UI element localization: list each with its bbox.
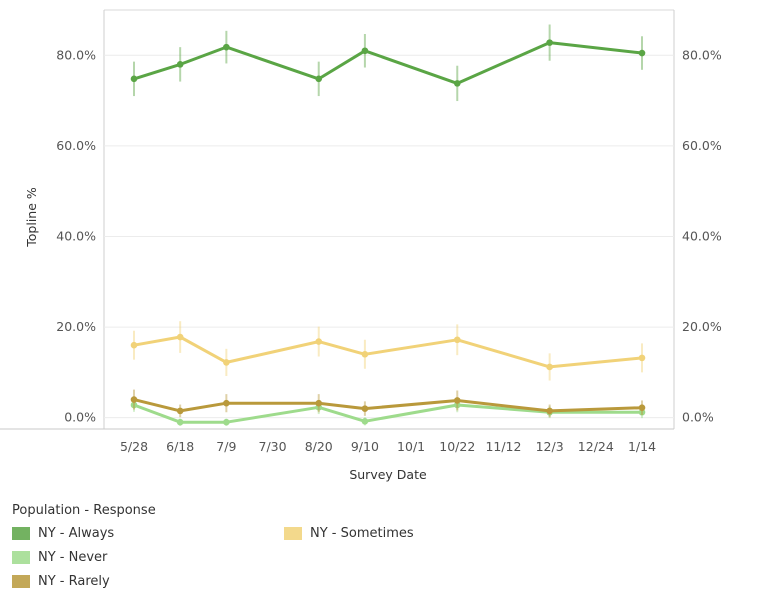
legend-label: NY - Rarely [38,573,110,589]
x-axis: 5/28 6/18 7/9 7/30 8/20 9/10 10/1 10/22 11/12 12/… [120,439,656,454]
x-tick-label: 7/9 [216,439,236,454]
y-tick-label-right: 60.0% [682,138,722,153]
data-point [453,397,461,404]
line-chart: 0.0% 20.0% 40.0% 60.0% 80.0% 0.0% 20.0% 40.0% 6… [0,9,722,482]
x-tick-label: 11/12 [485,439,521,454]
x-tick-label: 9/10 [351,439,379,454]
y-tick-label-right: 20.0% [682,319,722,334]
data-point [453,336,461,344]
data-point [130,396,138,403]
data-point [176,61,184,68]
x-axis-title: Survey Date [349,467,427,482]
data-point [130,75,138,83]
y-axis-right: 0.0% 20.0% 40.0% 60.0% 80.0% [682,47,722,424]
data-point [638,49,646,57]
plot-frame [0,9,675,430]
data-point [315,75,323,83]
legend-swatch [284,526,302,540]
series-layer [130,24,646,426]
data-point [546,363,553,371]
data-point [315,399,323,407]
x-tick-label: 12/3 [536,439,564,454]
series-line [133,403,642,424]
x-tick-label: 6/18 [166,439,194,454]
y-tick-label-left: 0.0% [64,410,96,425]
y-tick-label-right: 0.0% [682,410,714,425]
data-point [453,401,461,409]
data-point [361,47,369,55]
data-point [130,341,138,349]
legend-swatch [12,550,30,564]
series-line [133,398,643,413]
data-point [638,354,646,362]
data-point [130,401,138,409]
series-line [133,41,643,85]
legend-label: NY - Sometimes [310,525,414,541]
data-point [176,407,184,415]
legend-item-ny-rarely: NY - Rarely [12,571,110,591]
y-tick-label-right: 40.0% [682,228,722,243]
legend: Population - Response NY - Always NY - Ne… [12,503,752,603]
y-tick-label-right: 80.0% [682,47,722,62]
data-point [546,39,553,46]
legend-label: NY - Always [38,525,115,541]
y-axis-left: 0.0% 20.0% 40.0% 60.0% 80.0% [56,47,96,424]
series-ny-never [130,397,646,426]
legend-swatch [12,526,30,540]
data-point [223,43,230,51]
y-tick-label-left: 80.0% [56,47,96,62]
x-tick-label: 1/14 [628,439,656,454]
x-tick-label: 12/24 [578,439,614,454]
x-tick-label: 8/20 [305,439,333,454]
legend-item-ny-never: NY - Never [12,547,107,567]
data-point [638,408,646,416]
y-axis-title: Topline % [24,187,39,248]
y-tick-label-left: 60.0% [56,138,96,153]
data-point [361,350,369,358]
legend-items: NY - Always NY - Never NY - Rarely NY - Som… [12,523,752,603]
data-point [176,333,184,341]
y-tick-label-left: 40.0% [56,228,96,243]
legend-label: NY - Never [38,549,108,565]
data-point [223,399,230,407]
x-tick-label: 10/22 [439,439,475,454]
data-point [453,80,461,87]
y-tick-label-left: 20.0% [56,319,96,334]
x-tick-label: 10/1 [397,439,425,454]
data-point [361,417,369,425]
x-tick-label: 5/28 [120,439,148,454]
data-point [176,418,184,426]
legend-swatch [12,574,30,588]
series-ny-sometimes [130,321,646,381]
data-point [223,359,230,366]
legend-item-ny-always: NY - Always [12,523,114,543]
series-ny-always [130,24,646,102]
data-point [638,404,646,412]
series-line [133,335,643,369]
data-point [361,405,369,412]
legend-title: Population - Response [12,503,156,518]
data-point [223,418,230,426]
x-tick-label: 7/30 [259,439,287,454]
data-point [315,338,323,345]
series-ny-rarely [130,389,646,418]
legend-item-ny-sometimes: NY - Sometimes [284,523,414,543]
data-point [546,407,553,415]
